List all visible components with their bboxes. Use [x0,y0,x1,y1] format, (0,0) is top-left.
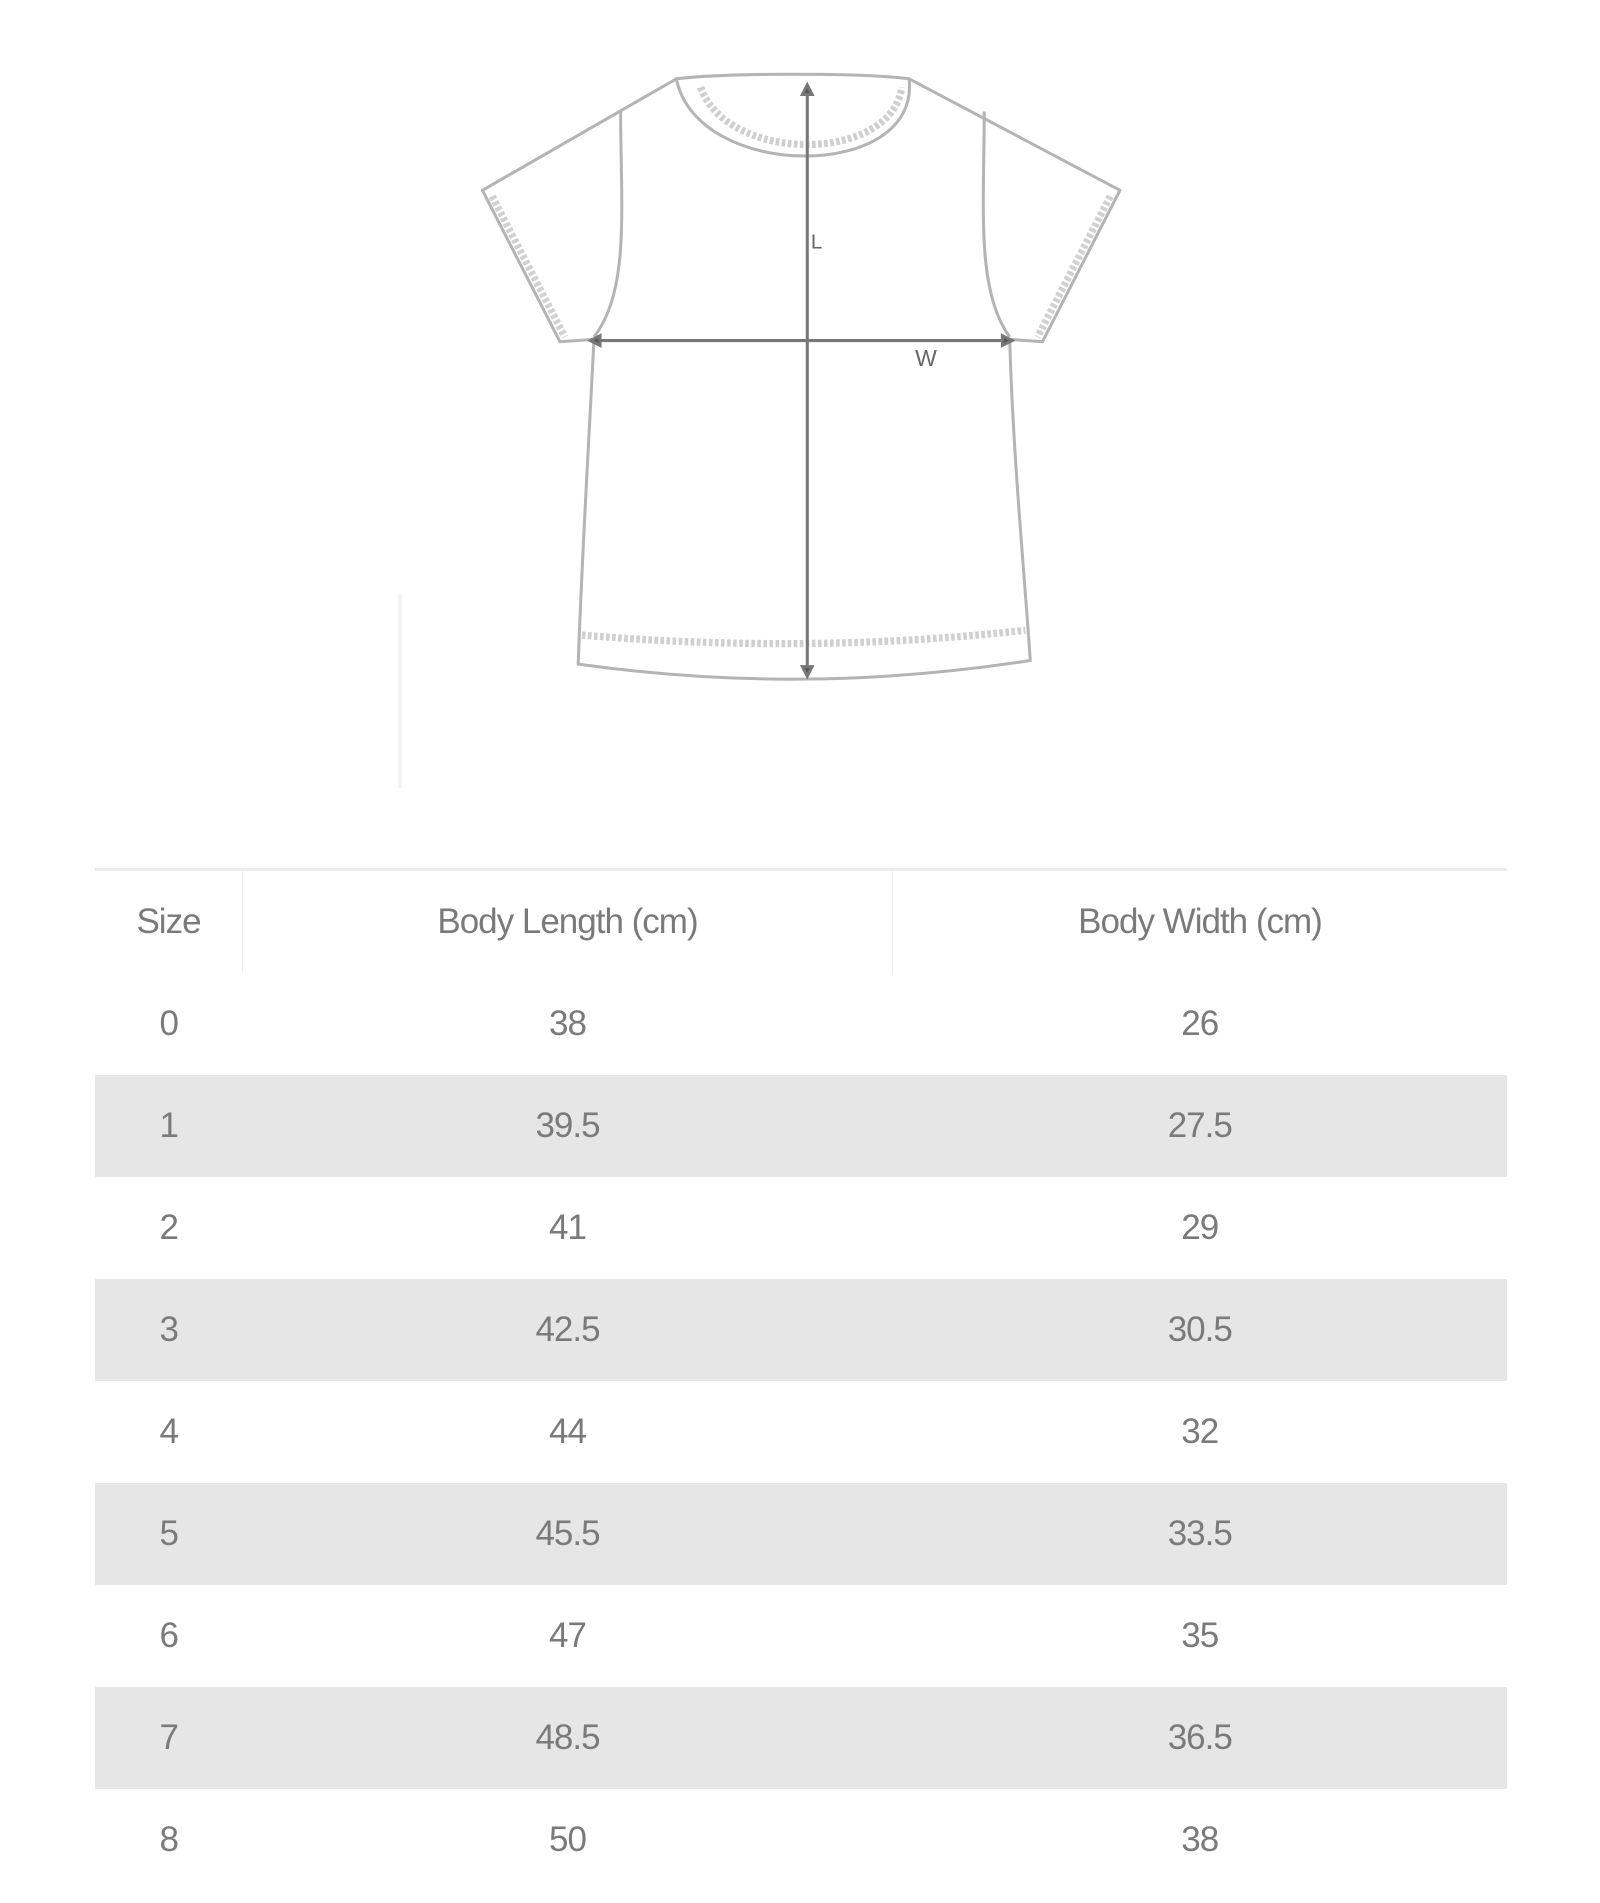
table-row: 4 44 32 [95,1381,1507,1483]
cell-body-length: 38 [549,1004,587,1043]
cell-size: 1 [95,1075,243,1177]
cell-size: 3 [95,1279,243,1381]
table-header-row: Size Body Length (cm) Body Width (cm) [95,869,1507,973]
cell-body-width: 38 [1181,1820,1219,1859]
table-row: 7 48.5 36.5 [95,1687,1507,1789]
cell-body-length: 41 [549,1208,587,1247]
table-row: 5 45.5 33.5 [95,1483,1507,1585]
cell-body-length: 39.5 [242,1075,893,1177]
cell-body-length: 47 [549,1616,587,1655]
tshirt-measurement-diagram: L W [398,72,1122,788]
cell-size: 4 [159,1412,179,1451]
cell-body-width: 32 [1181,1412,1219,1451]
table-row: 2 41 29 [95,1177,1507,1279]
cell-size: 5 [95,1483,243,1585]
cell-body-length: 45.5 [242,1483,893,1585]
cell-size: 2 [159,1208,179,1247]
cell-body-width: 29 [1181,1208,1219,1247]
header-body-width: Body Width (cm) [1078,902,1323,941]
length-arrow [799,81,815,680]
cell-body-width: 30.5 [892,1279,1507,1381]
header-body-length: Body Length (cm) [242,869,893,973]
cell-body-length: 50 [549,1820,587,1859]
cell-body-length: 48.5 [242,1687,893,1789]
table-row: 6 47 35 [95,1585,1507,1687]
size-chart-table: Size Body Length (cm) Body Width (cm) 0 3… [95,868,1507,1891]
cell-body-width: 36.5 [892,1687,1507,1789]
cell-body-width: 26 [1181,1004,1219,1043]
cell-body-width: 27.5 [892,1075,1507,1177]
cell-body-width: 35 [1181,1616,1219,1655]
header-size: Size [95,869,243,973]
cell-size: 0 [159,1004,179,1043]
cell-body-length: 44 [549,1412,587,1451]
length-label: L [811,230,822,253]
width-label: W [915,345,937,371]
table-row: 8 50 38 [95,1789,1507,1891]
cell-body-width: 33.5 [892,1483,1507,1585]
width-arrow [586,333,1016,348]
table-row: 1 39.5 27.5 [95,1075,1507,1177]
table-row: 3 42.5 30.5 [95,1279,1507,1381]
cell-size: 6 [159,1616,179,1655]
cell-body-length: 42.5 [242,1279,893,1381]
table-row: 0 38 26 [95,973,1507,1075]
cell-size: 7 [95,1687,243,1789]
tshirt-outline [480,72,1122,681]
cell-size: 8 [159,1820,179,1859]
